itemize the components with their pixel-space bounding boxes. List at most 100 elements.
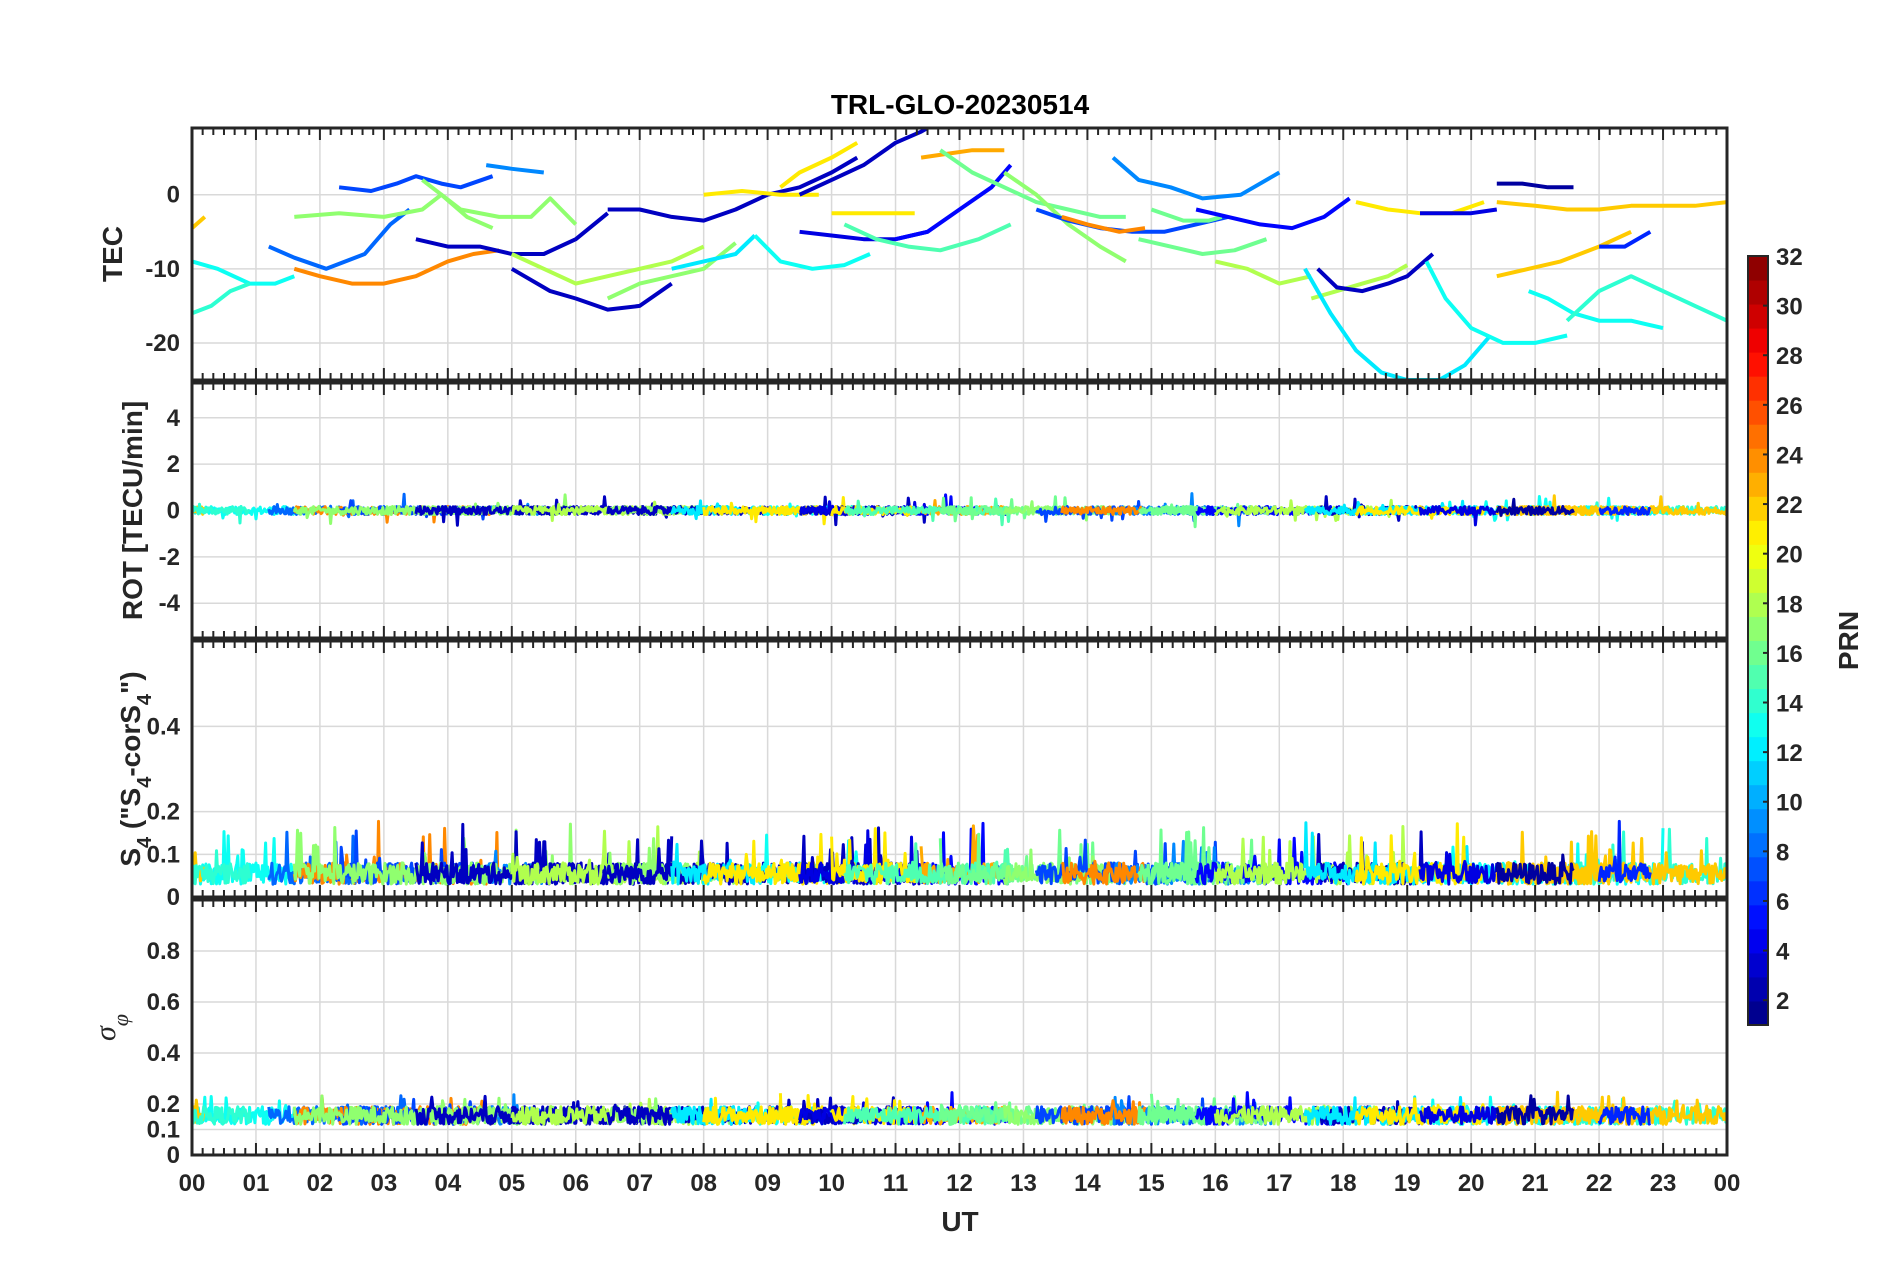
colorbar-segment: [1748, 1000, 1768, 1026]
x-tick-label: 10: [818, 1170, 845, 1197]
s4-series-line: [843, 842, 1013, 886]
x-tick-label: 18: [1330, 1170, 1357, 1197]
tec-series-line: [1310, 263, 1409, 301]
y-tick-label: 0: [167, 884, 180, 911]
colorbar-tick-label: 20: [1776, 542, 1803, 569]
colorbar-segment: [1748, 952, 1768, 978]
sigma-series-line: [1418, 1105, 1499, 1126]
colorbar-segment: [1748, 640, 1768, 666]
tec-series-line: [192, 215, 207, 230]
tec-series-line: [1496, 181, 1574, 190]
colorbar-segment: [1748, 664, 1768, 690]
tec-series-line: [753, 234, 871, 271]
s4-series-line: [1495, 853, 1575, 886]
tec-series-line: [1316, 252, 1435, 294]
x-tick-label: 17: [1266, 1170, 1293, 1197]
x-tick-label: 00: [1714, 1170, 1741, 1197]
tec-series-line: [1527, 289, 1664, 331]
colorbar-tick-label: 6: [1776, 889, 1789, 916]
colorbar-tick-label: 8: [1776, 839, 1789, 866]
data-group: [192, 128, 1727, 380]
colorbar-segment: [1748, 976, 1768, 1002]
colorbar-tick-label: 26: [1776, 393, 1803, 420]
colorbar-segment: [1748, 424, 1768, 449]
chart-title: TRL-GLO-20230514: [831, 89, 1090, 120]
tec-series-line: [510, 267, 673, 312]
colorbar-tick-label: 12: [1776, 740, 1803, 767]
colorbar-segment: [1748, 808, 1768, 834]
colorbar-segment: [1748, 304, 1768, 329]
tec-series-line: [421, 178, 578, 226]
tec-series-line: [1424, 260, 1568, 345]
tec-series-line: [607, 155, 859, 223]
x-tick-label: 04: [434, 1170, 461, 1197]
y-tick-label: -20: [145, 330, 180, 357]
x-tick-label: 11: [883, 1170, 908, 1197]
tec-series-line: [294, 192, 494, 230]
x-tick-label: 13: [1010, 1170, 1037, 1197]
y-axis-label: ROT [TECU/min]: [117, 401, 148, 620]
rot-series-line: [1060, 505, 1147, 516]
colorbar-segment: [1748, 472, 1768, 497]
colorbar-segment: [1748, 616, 1768, 641]
s4-series-line: [1597, 819, 1652, 884]
panel-rot: -4 -2 0 2 4 ROT [TECU/min]: [117, 381, 1729, 640]
tec-series-line: [338, 174, 494, 193]
tec-series-line: [798, 128, 929, 197]
colorbar-tick-label: 32: [1776, 244, 1803, 271]
y-tick-label: -2: [159, 544, 180, 571]
x-tick-label: 08: [690, 1170, 717, 1197]
tec-series-line: [1303, 267, 1492, 380]
tec-series-line: [843, 222, 1012, 253]
colorbar-segment: [1748, 784, 1768, 810]
colorbar-segment: [1748, 592, 1768, 617]
colorbar-tick-label: 28: [1776, 343, 1803, 370]
colorbar-segment: [1748, 928, 1768, 954]
rot-series-line: [1418, 505, 1499, 527]
x-tick-label: 22: [1586, 1170, 1613, 1197]
rot-series-line: [1495, 497, 1575, 517]
y-tick-label: 0.2: [147, 1091, 180, 1118]
tec-series-line: [939, 148, 1126, 219]
y-tick-label: 0: [167, 498, 180, 525]
x-tick-label: 00: [179, 1170, 206, 1197]
x-tick-label: 21: [1522, 1170, 1549, 1197]
y-axis-label: TEC: [97, 226, 128, 282]
tec-series-line: [920, 148, 1005, 160]
s4-series-line: [1213, 835, 1313, 886]
colorbar-tick-label: 24: [1776, 442, 1803, 469]
s4-series-line: [1060, 859, 1147, 886]
tec-series-line: [1420, 207, 1498, 216]
data-group: [192, 492, 1727, 529]
colorbar-tick-label: 16: [1776, 641, 1803, 668]
y-tick-label: 0.1: [147, 1117, 180, 1144]
x-tick-label: 05: [498, 1170, 525, 1197]
panel-tec: -20 -10 0 TEC: [97, 126, 1729, 382]
colorbar-segment: [1748, 832, 1768, 858]
rot-series-line: [1598, 505, 1652, 516]
y-tick-label: 0.8: [147, 938, 180, 965]
colorbar-tick-label: 4: [1776, 939, 1790, 966]
colorbar-frame: [1747, 255, 1769, 1026]
rot-series-line: [192, 502, 250, 525]
s4-series-line: [192, 830, 296, 886]
x-tick-label: 16: [1202, 1170, 1229, 1197]
s4-series-line: [192, 849, 252, 886]
colorbar-segment: [1748, 400, 1768, 425]
x-tick-label: 23: [1650, 1170, 1677, 1197]
y-tick-label: -10: [145, 256, 180, 283]
colorbar-segment: [1748, 376, 1768, 401]
panel-s4: 0 0.1 0.2 0.4S4 ("S4-corS4"): [115, 639, 1729, 911]
colorbar-segment: [1748, 736, 1768, 762]
tec-series-line: [671, 234, 757, 271]
sigma-series-line: [1495, 1094, 1575, 1126]
colorbar-segment: [1748, 352, 1768, 377]
y-tick-label: 0.1: [147, 841, 180, 868]
colorbar-segment: [1748, 280, 1768, 305]
colorbar-tick-label: 14: [1776, 691, 1803, 718]
tec-series-line: [1599, 230, 1652, 249]
tec-series-line: [268, 207, 411, 271]
y-tick-label: 0.4: [147, 1040, 181, 1067]
colorbar-segment: [1748, 904, 1768, 930]
